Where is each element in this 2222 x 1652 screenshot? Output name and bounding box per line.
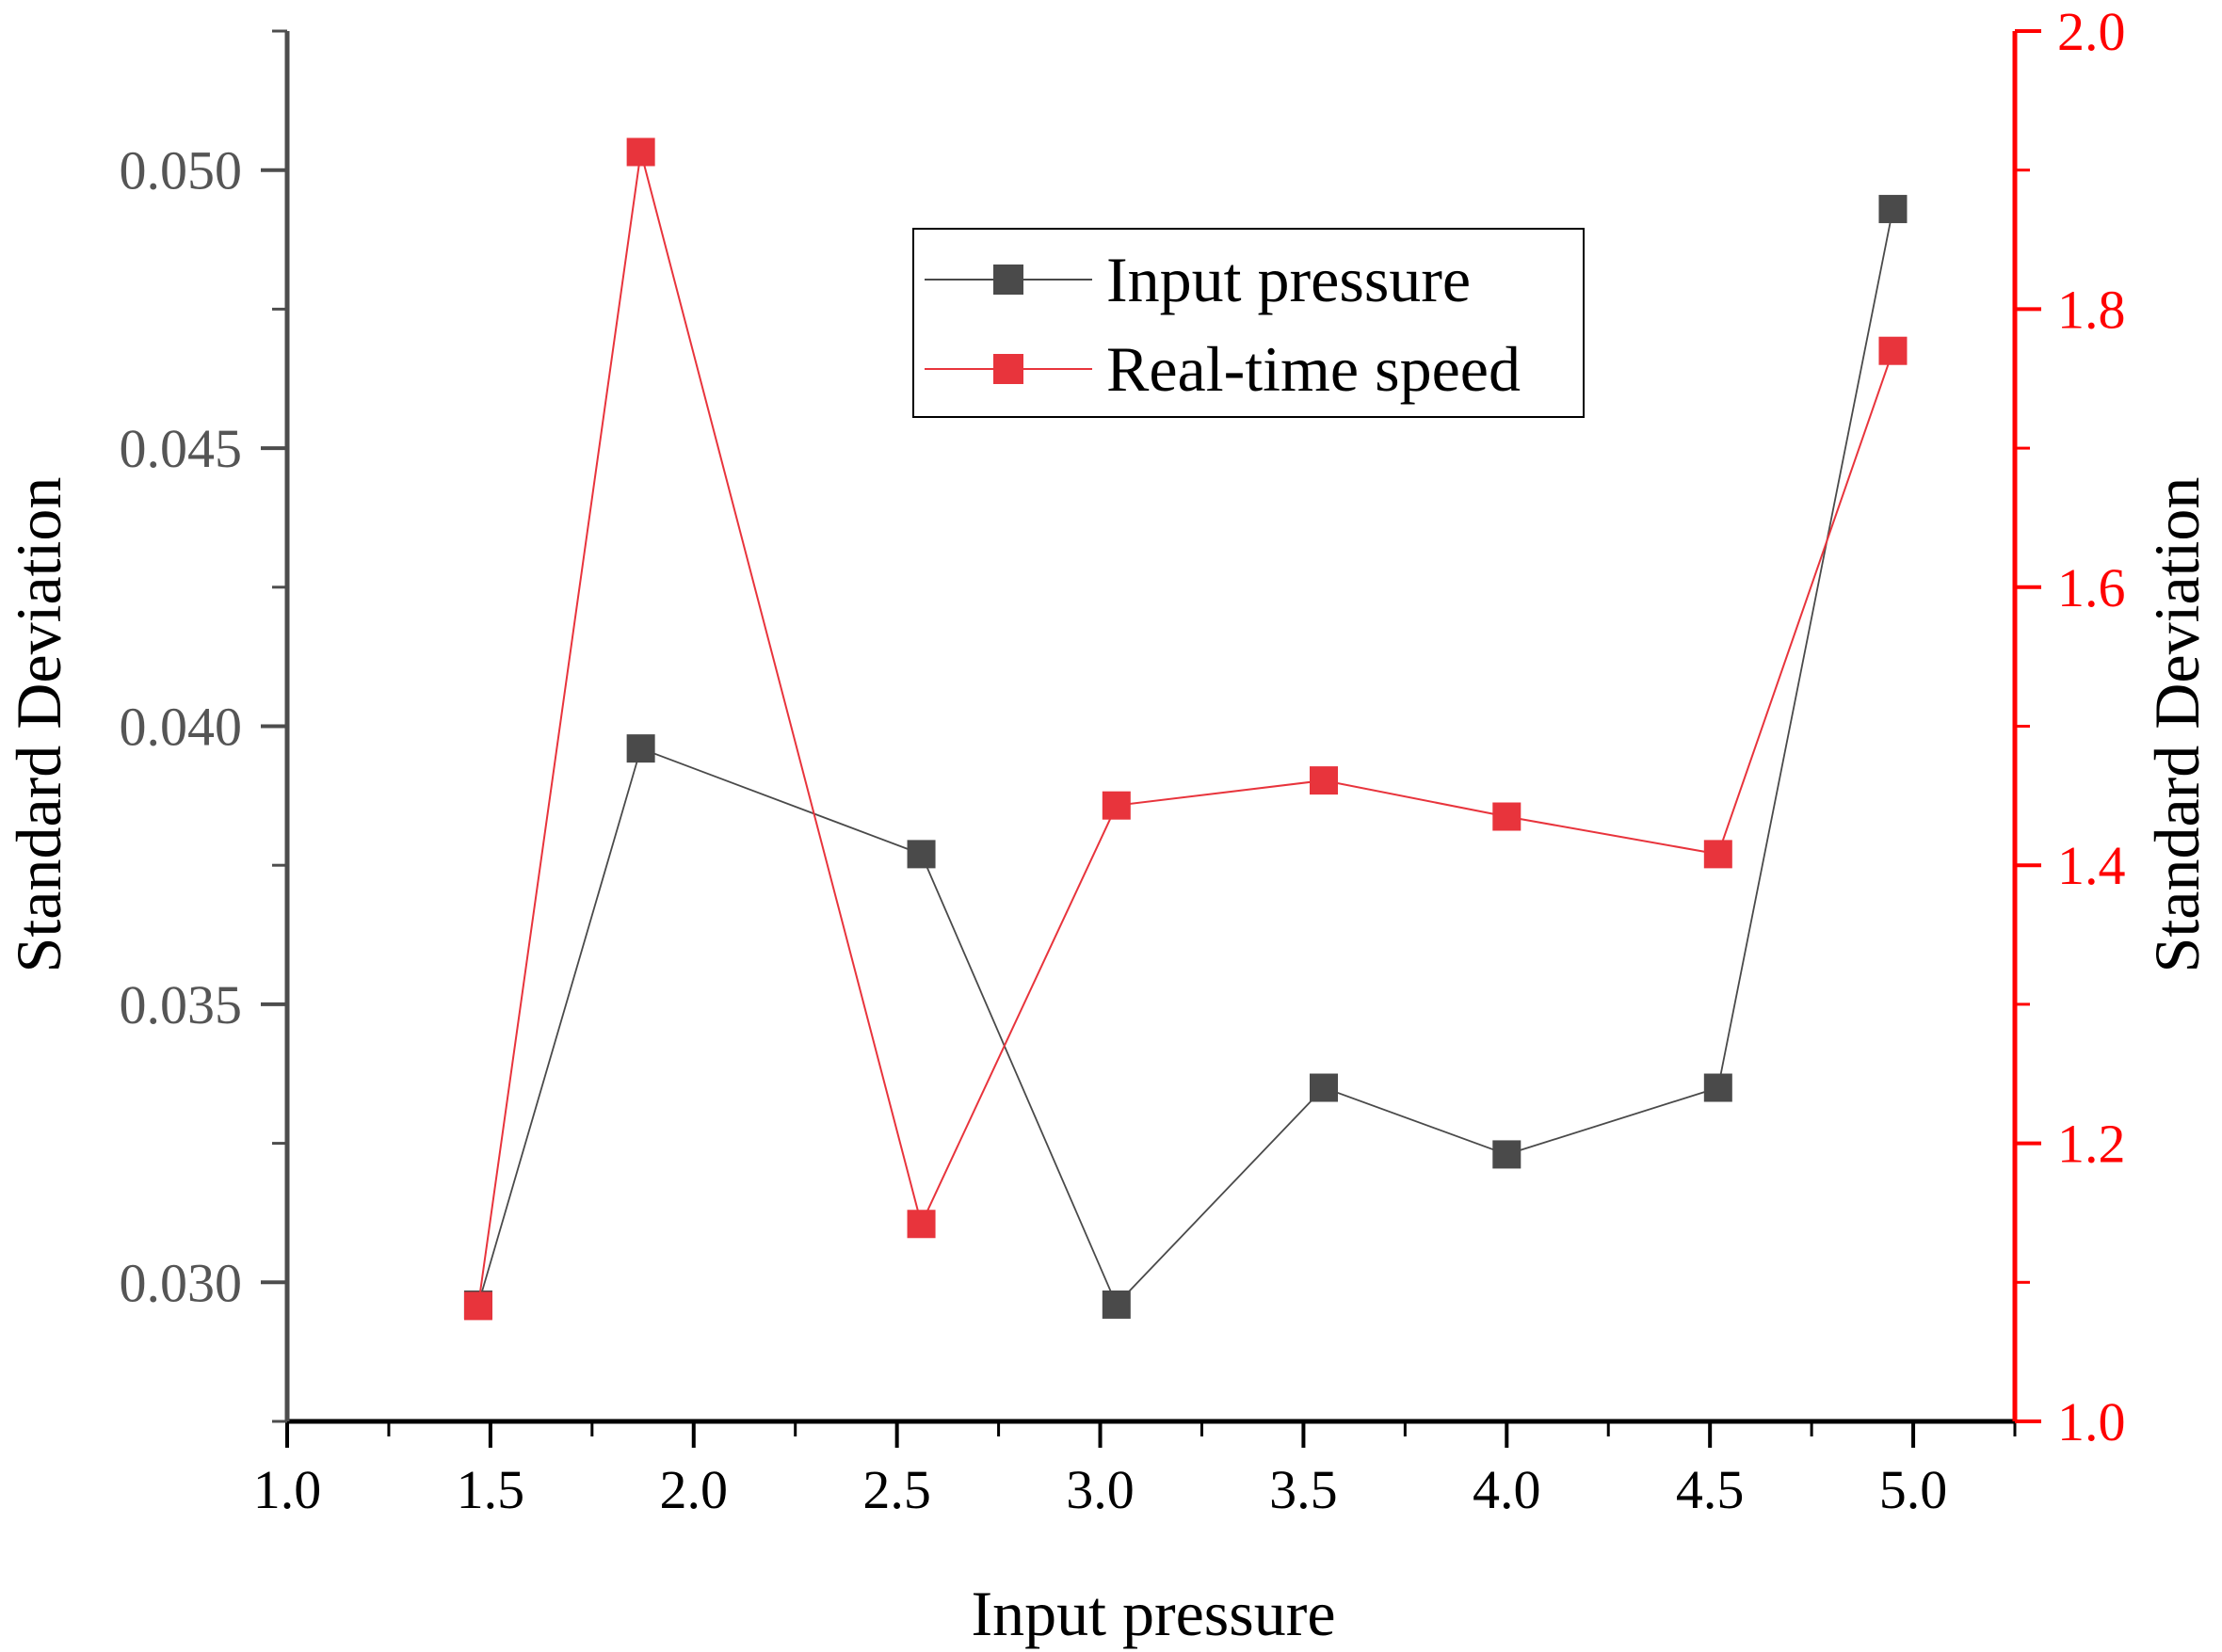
y-tick-label-left-0.040: 0.040: [120, 697, 243, 758]
y-tick-label-left-0.050: 0.050: [120, 140, 243, 201]
legend-marker-real-time-speed: [993, 354, 1023, 384]
data-point-real-time-speed-3: [1102, 791, 1131, 820]
axes: 1.0 1.5 2.0 2.5 3.0 3.5 4.0 4.5 5.0 0.030 0.035 0.0…: [120, 1, 2126, 1520]
y-tick-label-left-0.035: 0.035: [120, 974, 243, 1035]
y-tick-label-right-1.0: 1.0: [2057, 1391, 2126, 1452]
series-line-real-time-speed: [476, 152, 1894, 1307]
legend-label-real-time-speed: Real-time speed: [1106, 333, 1521, 405]
legend-label-input-pressure: Input pressure: [1106, 244, 1471, 315]
data-point-input-pressure-3: [1102, 1290, 1131, 1319]
data-point-input-pressure-7: [1878, 195, 1908, 224]
data-point-real-time-speed-7: [1878, 336, 1908, 365]
data-point-real-time-speed-1: [626, 137, 655, 167]
x-axis-title: Input pressure: [971, 1578, 1335, 1649]
series-layer: [463, 137, 1908, 1321]
data-point-input-pressure-2: [907, 840, 936, 869]
x-tick-label-3.5: 3.5: [1269, 1459, 1338, 1520]
y-tick-label-right-1.6: 1.6: [2057, 557, 2126, 618]
data-point-real-time-speed-6: [1703, 840, 1732, 869]
y-tick-label-left-0.045: 0.045: [120, 418, 243, 479]
x-tick-label-3.0: 3.0: [1066, 1459, 1135, 1520]
x-tick-label-1.0: 1.0: [253, 1459, 322, 1520]
x-tick-label-2.5: 2.5: [862, 1459, 931, 1520]
y-tick-label-right-1.4: 1.4: [2057, 835, 2126, 896]
y-tick-label-right-1.8: 1.8: [2057, 279, 2126, 340]
legend-marker-input-pressure: [993, 265, 1023, 295]
data-point-real-time-speed-2: [907, 1210, 936, 1239]
data-point-input-pressure-4: [1310, 1073, 1338, 1102]
x-tick-label-2.0: 2.0: [660, 1459, 729, 1520]
y-tick-label-right-1.2: 1.2: [2057, 1114, 2126, 1175]
y-tick-label-right-2.0: 2.0: [2057, 1, 2126, 62]
y-tick-label-left-0.030: 0.030: [120, 1252, 243, 1313]
x-tick-label-4.0: 4.0: [1473, 1459, 1541, 1520]
x-tick-label-5.0: 5.0: [1879, 1459, 1948, 1520]
data-point-input-pressure-5: [1492, 1140, 1522, 1169]
x-tick-label-4.5: 4.5: [1676, 1459, 1745, 1520]
data-point-real-time-speed-0: [463, 1291, 492, 1321]
series-line-input-pressure: [477, 208, 1894, 1307]
legend: Input pressure Real-time speed: [912, 228, 1585, 418]
x-tick-label-1.5: 1.5: [457, 1459, 525, 1520]
y-axis-title-right: Standard Deviation: [2141, 477, 2213, 973]
data-point-input-pressure-1: [626, 734, 655, 763]
data-point-real-time-speed-5: [1492, 802, 1522, 831]
data-point-real-time-speed-4: [1310, 766, 1338, 795]
legend-box: [912, 228, 1585, 418]
y-axis-title-left: Standard Deviation: [3, 477, 74, 973]
data-point-input-pressure-6: [1703, 1073, 1732, 1102]
